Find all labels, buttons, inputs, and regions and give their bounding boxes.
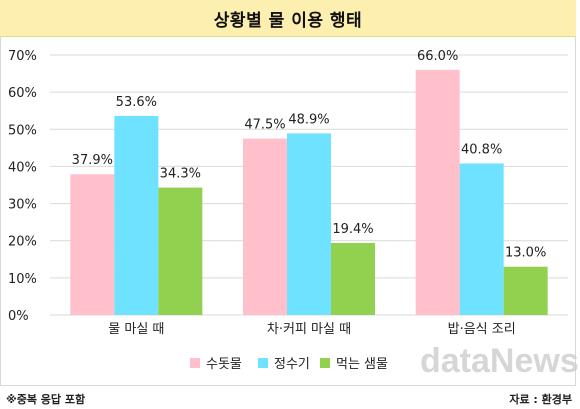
- x-axis-ticks: 물 마실 때 차·커피 마실 때 밥·음식 조리: [108, 322, 515, 337]
- data-label: 13.0%: [505, 246, 546, 261]
- title-bar: 상황별 물 이용 행태: [0, 0, 576, 37]
- data-label: 34.3%: [160, 167, 201, 182]
- legend-label-tap-water: 수돗물: [206, 357, 242, 372]
- data-label: 37.9%: [72, 153, 113, 168]
- footnote: ※중복 응답 포함: [6, 393, 86, 406]
- x-tick-label: 물 마실 때: [108, 322, 164, 337]
- data-label: 48.9%: [288, 112, 329, 127]
- watermark: dataNews: [420, 342, 579, 380]
- bar-purifier: [114, 115, 159, 316]
- legend-item-tap-water: 수돗물: [190, 353, 242, 372]
- source-note: 자료 : 환경부: [509, 393, 572, 406]
- data-label: 47.5%: [244, 118, 285, 133]
- data-label: 40.8%: [461, 142, 502, 157]
- bars: [70, 69, 548, 316]
- bar-tap-water: [243, 138, 287, 315]
- y-tick-label: 70%: [8, 49, 37, 64]
- data-label: 19.4%: [332, 222, 373, 237]
- bar-purifier: [459, 163, 504, 315]
- x-tick-label: 차·커피 마실 때: [267, 322, 351, 337]
- legend-label-bottled-water: 먹는 샘물: [336, 357, 388, 372]
- y-tick-label: 50%: [8, 123, 37, 138]
- legend-swatch-tap-water: [190, 357, 200, 368]
- chart-title: 상황별 물 이용 행태: [213, 10, 363, 31]
- data-labels: 37.9% 53.6% 34.3% 47.5% 48.9% 19.4% 66.0% 40.8%…: [72, 49, 547, 261]
- bar-purifier: [287, 133, 331, 315]
- y-tick-label: 30%: [8, 198, 37, 213]
- legend-swatch-purifier: [258, 357, 268, 368]
- legend-item-purifier: 정수기: [258, 353, 310, 372]
- y-axis-ticks: 0% 10% 20% 30% 40% 50% 60% 70%: [8, 49, 37, 324]
- bar-bottled-water: [331, 242, 375, 315]
- data-label: 53.6%: [116, 95, 157, 110]
- y-tick-label: 0%: [8, 309, 29, 324]
- y-tick-label: 60%: [8, 86, 37, 101]
- bar-tap-water: [70, 174, 115, 315]
- bar-bottled-water: [503, 266, 548, 315]
- legend-swatch-bottled-water: [320, 357, 330, 368]
- legend-label-purifier: 정수기: [274, 357, 310, 372]
- x-tick-label: 밥·음식 조리: [448, 322, 516, 337]
- y-tick-label: 10%: [8, 272, 37, 287]
- y-tick-label: 20%: [8, 235, 37, 250]
- bar-tap-water: [415, 69, 460, 315]
- data-label: 66.0%: [417, 49, 458, 64]
- bar-bottled-water: [158, 187, 203, 315]
- legend-item-bottled-water: 먹는 샘물: [320, 353, 388, 372]
- y-tick-label: 40%: [8, 160, 37, 175]
